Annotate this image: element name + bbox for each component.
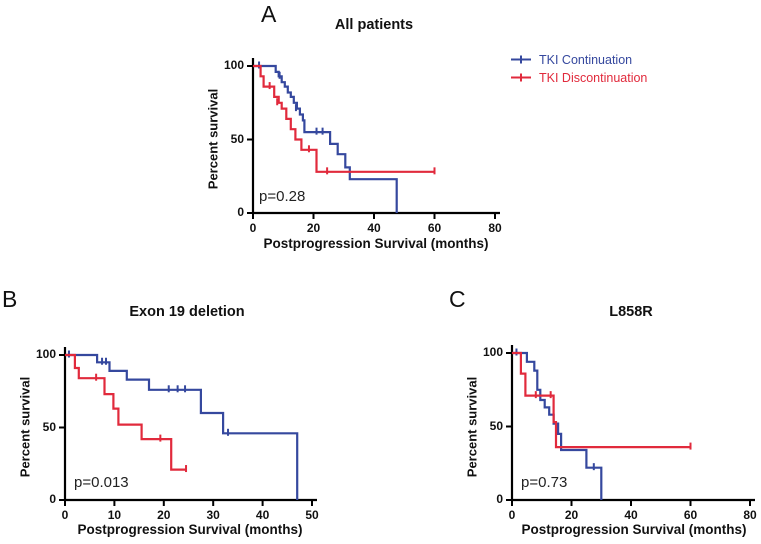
panel-a-letter: A [261,1,277,27]
panel-b-p-value: p=0.013 [74,474,129,491]
y-tick-label: 0 [496,492,503,506]
km-curve-tki-continuation [512,351,603,500]
legend-label-tki-continuation: TKI Continuation [539,52,633,67]
x-tick-label: 20 [306,221,321,235]
y-tick-label: 0 [49,492,56,506]
km-censor-marker-icon [511,73,531,82]
panel-b-x-axis-title: Postprogression Survival (months) [77,522,303,537]
x-tick-label: 0 [61,508,69,522]
panel-a-x-axis-title: Postprogression Survival (months) [263,236,489,251]
x-tick-label: 60 [427,221,442,235]
legend-label-tki-discontinuation: TKI Discontinuation [539,70,648,85]
x-tick-label: 50 [305,508,319,522]
panel-a-p-value: p=0.28 [259,188,306,205]
x-tick-label: 40 [624,508,638,522]
km-curve-tki-discontinuation [512,351,691,449]
x-tick-label: 0 [249,221,257,235]
y-tick-label: 50 [489,418,503,433]
y-tick-label: 0 [237,205,244,219]
panel-a-plot [247,58,500,219]
y-tick-label: 100 [35,347,56,361]
panel-b-plot [59,347,317,506]
x-tick-label: 40 [367,221,381,235]
x-tick-label: 60 [683,508,698,522]
x-tick-label: 80 [488,221,502,235]
x-tick-label: 30 [206,508,220,522]
x-tick-label: 80 [743,508,757,522]
panel-c-letter: C [449,286,466,312]
x-tick-label: 10 [107,508,122,522]
panel-a-title: All patients [334,17,414,33]
km-censor-marker-icon [511,55,531,64]
km-curve-tki-discontinuation [253,64,435,173]
y-tick-label: 50 [42,419,56,434]
panel-c-plot [506,345,755,506]
y-tick-label: 100 [223,58,244,72]
y-tick-label: 100 [482,345,503,359]
panel-c-p-value: p=0.73 [521,474,568,491]
legend: TKI Continuation TKI Discontinuation [510,52,647,85]
y-tick-label: 50 [230,131,244,146]
panel-c-title: L858R [609,304,653,320]
panel-b-letter: B [2,286,18,312]
x-tick-label: 20 [157,508,171,522]
panel-b-title: Exon 19 deletion [129,304,245,320]
km-curve-tki-discontinuation [65,353,186,471]
x-tick-label: 0 [508,508,516,522]
panel-c-x-axis-title: Postprogression Survival (months) [521,522,747,537]
legend-item-tki-continuation: TKI Continuation [510,52,647,67]
legend-item-tki-discontinuation: TKI Discontinuation [510,70,647,85]
x-tick-label: 40 [255,508,270,522]
x-tick-label: 20 [564,508,579,522]
